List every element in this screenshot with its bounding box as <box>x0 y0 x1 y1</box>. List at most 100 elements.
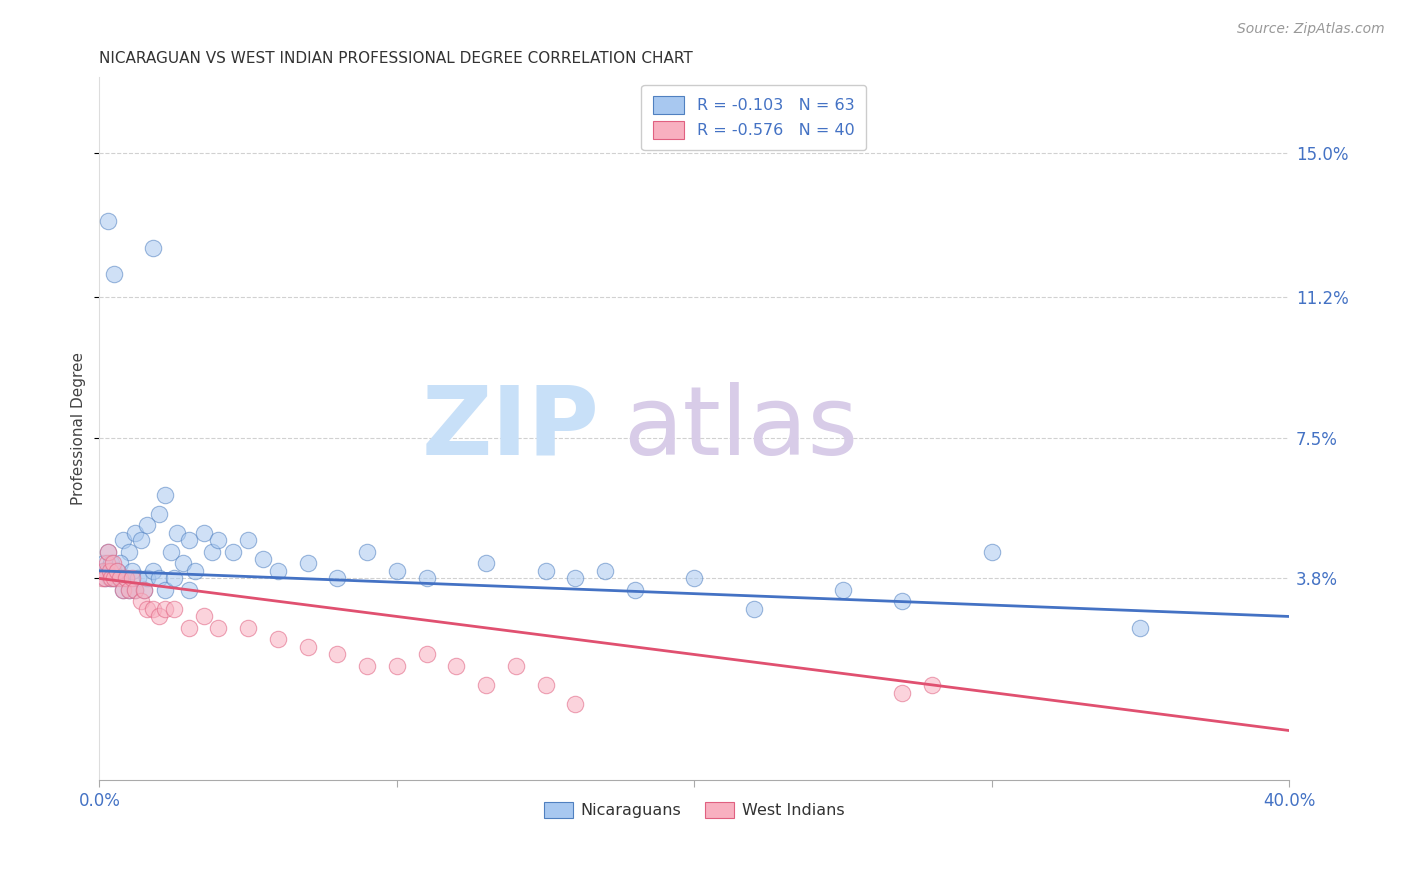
Point <box>1129 621 1152 635</box>
Point <box>103 571 125 585</box>
Point <box>222 545 245 559</box>
Point <box>112 582 135 597</box>
Point <box>148 609 170 624</box>
Point <box>415 571 437 585</box>
Point <box>153 488 176 502</box>
Point <box>91 571 114 585</box>
Point <box>112 582 135 597</box>
Text: atlas: atlas <box>623 382 858 475</box>
Point <box>142 564 165 578</box>
Point <box>124 582 146 597</box>
Point <box>172 556 194 570</box>
Point <box>118 582 141 597</box>
Point <box>98 571 121 585</box>
Point <box>94 571 117 585</box>
Point <box>142 241 165 255</box>
Point <box>177 621 200 635</box>
Point <box>93 564 115 578</box>
Point <box>100 571 122 585</box>
Text: Source: ZipAtlas.com: Source: ZipAtlas.com <box>1237 22 1385 37</box>
Point <box>110 571 132 585</box>
Point <box>166 525 188 540</box>
Point <box>121 564 143 578</box>
Point <box>112 533 135 548</box>
Point <box>356 545 378 559</box>
Point <box>252 552 274 566</box>
Point <box>129 594 152 608</box>
Point <box>124 582 146 597</box>
Point <box>97 545 120 559</box>
Point <box>385 659 408 673</box>
Point <box>136 571 159 585</box>
Point <box>132 582 155 597</box>
Point <box>683 571 706 585</box>
Point <box>96 564 118 578</box>
Point <box>91 564 114 578</box>
Point <box>124 525 146 540</box>
Point <box>267 632 290 647</box>
Point <box>193 525 215 540</box>
Point <box>326 648 349 662</box>
Point <box>267 564 290 578</box>
Point <box>132 582 155 597</box>
Point <box>534 564 557 578</box>
Point <box>207 621 229 635</box>
Point <box>236 621 259 635</box>
Point <box>193 609 215 624</box>
Point <box>593 564 616 578</box>
Point <box>475 678 498 692</box>
Point <box>129 533 152 548</box>
Point <box>891 594 914 608</box>
Point <box>921 678 943 692</box>
Text: NICARAGUAN VS WEST INDIAN PROFESSIONAL DEGREE CORRELATION CHART: NICARAGUAN VS WEST INDIAN PROFESSIONAL D… <box>100 51 693 66</box>
Point <box>475 556 498 570</box>
Point <box>96 556 118 570</box>
Point <box>127 571 149 585</box>
Point <box>326 571 349 585</box>
Point <box>105 564 128 578</box>
Point <box>356 659 378 673</box>
Point <box>623 582 645 597</box>
Point <box>101 556 124 570</box>
Point <box>105 564 128 578</box>
Point <box>163 602 186 616</box>
Point <box>115 571 138 585</box>
Point <box>534 678 557 692</box>
Point <box>148 507 170 521</box>
Point <box>564 571 586 585</box>
Point <box>101 564 124 578</box>
Point <box>111 571 134 585</box>
Point <box>742 602 765 616</box>
Point <box>891 685 914 699</box>
Point <box>177 533 200 548</box>
Text: ZIP: ZIP <box>422 382 599 475</box>
Point <box>115 571 138 585</box>
Point <box>94 571 117 585</box>
Point <box>118 545 141 559</box>
Point <box>100 556 122 570</box>
Point <box>297 556 319 570</box>
Point <box>103 267 125 281</box>
Point <box>163 571 186 585</box>
Point <box>97 545 120 559</box>
Point <box>93 556 115 570</box>
Y-axis label: Professional Degree: Professional Degree <box>72 351 86 505</box>
Point <box>177 582 200 597</box>
Point <box>415 648 437 662</box>
Point <box>98 564 121 578</box>
Point <box>136 602 159 616</box>
Point <box>564 697 586 711</box>
Point <box>136 518 159 533</box>
Point <box>446 659 468 673</box>
Point <box>159 545 181 559</box>
Point <box>236 533 259 548</box>
Point <box>297 640 319 654</box>
Point <box>980 545 1002 559</box>
Point <box>110 556 132 570</box>
Point <box>183 564 205 578</box>
Point <box>153 582 176 597</box>
Point <box>201 545 224 559</box>
Point <box>121 571 143 585</box>
Point <box>97 214 120 228</box>
Legend: Nicaraguans, West Indians: Nicaraguans, West Indians <box>537 796 851 825</box>
